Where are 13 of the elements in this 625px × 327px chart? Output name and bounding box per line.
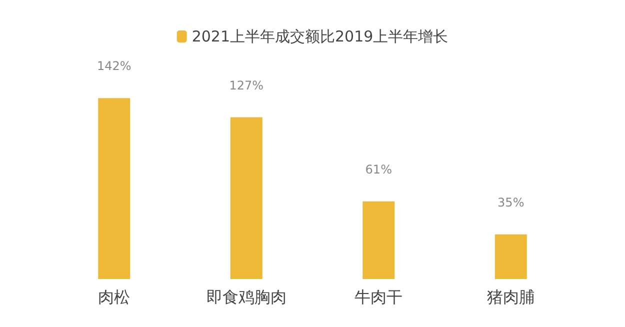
data-label: 35% (498, 195, 524, 210)
x-tick-label: 牛肉干 (354, 288, 403, 306)
data-label: 61% (365, 162, 392, 176)
data-label: 142% (96, 59, 132, 74)
legend-label: 2021上半年成交额比2019上半年增长 (192, 28, 448, 46)
bar (362, 201, 395, 279)
x-tick-label: 猪肉脯 (486, 288, 535, 306)
bar (230, 117, 262, 279)
bar (494, 234, 527, 279)
data-label: 127% (229, 78, 264, 92)
bar (98, 98, 130, 279)
x-tick-label: 即食鸡胸肉 (206, 288, 286, 306)
x-tick-label: 肉松 (98, 288, 130, 306)
